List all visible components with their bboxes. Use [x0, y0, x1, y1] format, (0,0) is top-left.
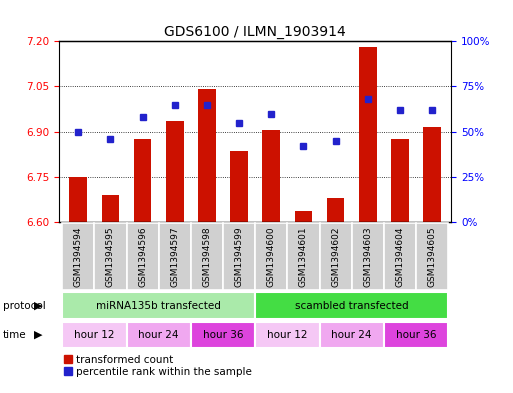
Text: GSM1394598: GSM1394598 — [203, 226, 211, 287]
Text: hour 24: hour 24 — [331, 330, 372, 340]
Text: GSM1394601: GSM1394601 — [299, 226, 308, 287]
Bar — [384, 223, 416, 290]
Bar — [62, 223, 94, 290]
Text: GSM1394604: GSM1394604 — [396, 226, 404, 286]
Bar — [359, 47, 377, 222]
Text: GSM1394597: GSM1394597 — [170, 226, 180, 287]
Text: GSM1394599: GSM1394599 — [234, 226, 244, 287]
Bar — [134, 139, 151, 222]
Text: GSM1394596: GSM1394596 — [138, 226, 147, 287]
Bar — [352, 223, 384, 290]
Bar — [327, 198, 345, 222]
Text: GSM1394602: GSM1394602 — [331, 226, 340, 286]
Title: GDS6100 / ILMN_1903914: GDS6100 / ILMN_1903914 — [164, 25, 346, 39]
Bar — [62, 322, 127, 348]
Text: GSM1394594: GSM1394594 — [74, 226, 83, 286]
Bar — [263, 130, 280, 222]
Text: GSM1394595: GSM1394595 — [106, 226, 115, 287]
Bar — [287, 223, 320, 290]
Legend: transformed count, percentile rank within the sample: transformed count, percentile rank withi… — [64, 355, 251, 377]
Bar — [230, 151, 248, 222]
Bar — [320, 322, 384, 348]
Bar — [166, 121, 184, 222]
Text: hour 12: hour 12 — [74, 330, 114, 340]
Bar — [223, 223, 255, 290]
Bar — [255, 223, 287, 290]
Text: miRNA135b transfected: miRNA135b transfected — [96, 301, 221, 310]
Text: protocol: protocol — [3, 301, 45, 310]
Bar — [423, 127, 441, 222]
Bar — [127, 223, 159, 290]
Bar — [416, 223, 448, 290]
Bar — [384, 322, 448, 348]
Text: ▶: ▶ — [34, 330, 43, 340]
Text: ▶: ▶ — [34, 301, 43, 310]
Bar — [69, 177, 87, 222]
Bar — [320, 223, 352, 290]
Text: GSM1394600: GSM1394600 — [267, 226, 276, 287]
Text: hour 36: hour 36 — [396, 330, 436, 340]
Text: time: time — [3, 330, 26, 340]
Bar — [191, 223, 223, 290]
Bar — [62, 292, 255, 319]
Bar — [198, 90, 216, 222]
Text: hour 12: hour 12 — [267, 330, 308, 340]
Bar — [255, 292, 448, 319]
Bar — [191, 322, 255, 348]
Bar — [94, 223, 127, 290]
Text: hour 24: hour 24 — [139, 330, 179, 340]
Text: scambled transfected: scambled transfected — [295, 301, 408, 310]
Text: hour 36: hour 36 — [203, 330, 243, 340]
Bar — [255, 322, 320, 348]
Bar — [127, 322, 191, 348]
Bar — [391, 139, 409, 222]
Bar — [294, 211, 312, 222]
Bar — [102, 195, 120, 222]
Bar — [159, 223, 191, 290]
Text: GSM1394603: GSM1394603 — [363, 226, 372, 287]
Text: GSM1394605: GSM1394605 — [428, 226, 437, 287]
